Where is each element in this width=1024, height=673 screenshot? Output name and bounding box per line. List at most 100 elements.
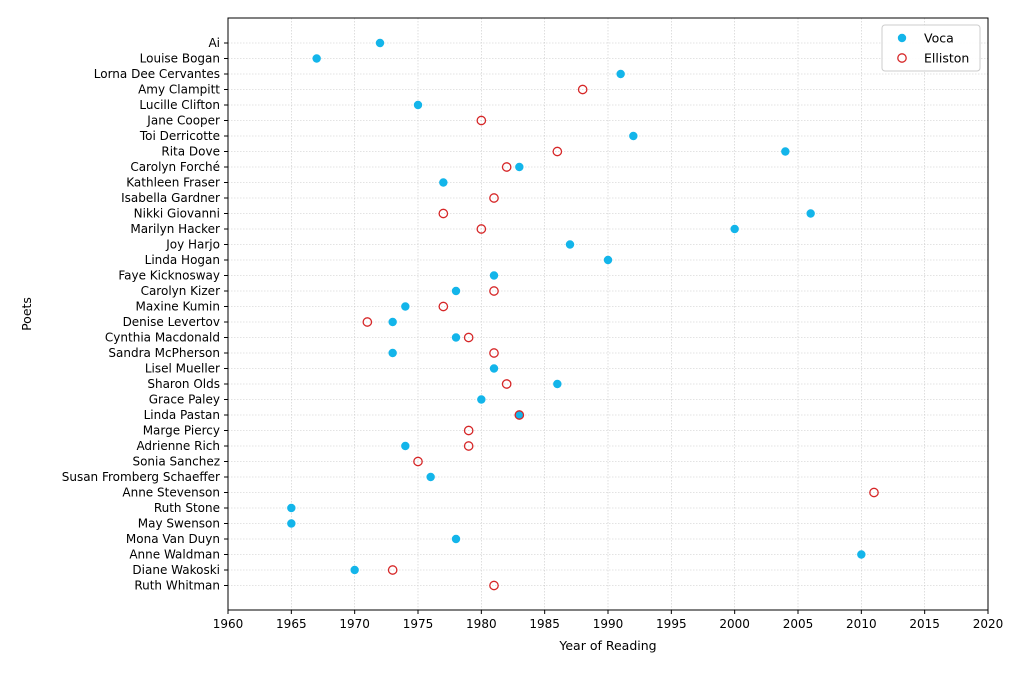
legend: Voca Elliston bbox=[881, 24, 981, 72]
point-elliston bbox=[501, 162, 512, 172]
y-tick-label: May Swenson bbox=[138, 517, 220, 531]
y-tick-label: Maxine Kumin bbox=[136, 300, 220, 314]
point-voca bbox=[515, 410, 524, 420]
x-tick-label: 1980 bbox=[466, 617, 497, 631]
x-tick-label: 2020 bbox=[973, 617, 1004, 631]
point-voca bbox=[489, 271, 499, 280]
x-tick-label: 1970 bbox=[339, 617, 370, 631]
point-voca bbox=[806, 209, 815, 218]
x-tick-label: 2005 bbox=[783, 617, 814, 631]
point-elliston bbox=[476, 224, 487, 234]
y-tick-label: Joy Harjo bbox=[165, 238, 220, 252]
y-tick-label: Lisel Mueller bbox=[145, 362, 220, 376]
legend-label-elliston: Elliston bbox=[924, 51, 969, 66]
point-elliston bbox=[438, 208, 449, 219]
legend-marker-elliston bbox=[897, 53, 907, 63]
x-tick-label: 1960 bbox=[213, 617, 244, 631]
y-tick-label: Ruth Stone bbox=[154, 501, 220, 515]
y-tick-label: Lucille Clifton bbox=[139, 98, 220, 112]
y-tick-label: Linda Pastan bbox=[144, 408, 220, 422]
point-voca bbox=[781, 147, 790, 156]
y-tick-label: Susan Fromberg Schaeffer bbox=[62, 470, 220, 484]
point-elliston bbox=[362, 317, 373, 327]
point-elliston bbox=[869, 487, 879, 498]
y-tick-label: Kathleen Fraser bbox=[126, 176, 220, 190]
point-voca bbox=[616, 69, 625, 79]
x-tick-label: 1975 bbox=[403, 617, 434, 631]
point-elliston bbox=[438, 301, 449, 312]
y-tick-label: Toi Derricotte bbox=[139, 129, 220, 143]
point-voca bbox=[477, 395, 486, 404]
y-tick-label: Carolyn Kizer bbox=[141, 284, 220, 298]
data-points bbox=[287, 38, 879, 591]
point-voca bbox=[312, 54, 321, 63]
point-voca bbox=[401, 302, 410, 311]
point-voca bbox=[388, 348, 397, 358]
point-voca bbox=[426, 472, 435, 482]
point-voca bbox=[451, 534, 461, 544]
y-tick-label: Marilyn Hacker bbox=[130, 222, 220, 236]
y-tick-label: Anne Waldman bbox=[129, 548, 220, 562]
point-voca bbox=[489, 364, 499, 373]
point-elliston bbox=[552, 146, 563, 157]
point-elliston bbox=[387, 565, 398, 575]
point-elliston bbox=[489, 193, 499, 203]
point-elliston bbox=[501, 379, 512, 389]
point-voca bbox=[401, 441, 410, 451]
y-tick-label: Jane Cooper bbox=[146, 114, 220, 128]
y-tick-label: Carolyn Forché bbox=[130, 160, 220, 174]
point-voca bbox=[375, 38, 385, 48]
plot-frame bbox=[227, 17, 989, 611]
point-voca bbox=[515, 162, 524, 172]
point-elliston bbox=[463, 425, 474, 436]
y-tick-label: Denise Levertov bbox=[123, 315, 220, 329]
y-tick-label: Nikki Giovanni bbox=[134, 207, 220, 221]
y-tick-label: Adrienne Rich bbox=[136, 439, 220, 453]
point-voca bbox=[439, 178, 448, 187]
point-elliston bbox=[463, 332, 474, 343]
y-tick-label: Mona Van Duyn bbox=[126, 532, 220, 546]
point-elliston bbox=[489, 286, 499, 296]
x-axis-label: Year of Reading bbox=[558, 638, 656, 653]
x-tick-label: 2010 bbox=[846, 617, 877, 631]
point-voca bbox=[388, 317, 397, 327]
y-tick-label: Lorna Dee Cervantes bbox=[94, 67, 220, 81]
x-tick-label: 1990 bbox=[593, 617, 624, 631]
y-tick-label: Sonia Sanchez bbox=[132, 455, 220, 469]
y-tick-label: Rita Dove bbox=[161, 145, 220, 159]
y-tick-label: Louise Bogan bbox=[140, 52, 220, 66]
y-axis-label: Poets bbox=[19, 297, 34, 331]
x-tick-label: 1965 bbox=[276, 617, 307, 631]
point-voca bbox=[287, 503, 296, 513]
y-tick-label: Marge Piercy bbox=[143, 424, 220, 438]
point-voca bbox=[451, 333, 461, 342]
point-voca bbox=[413, 100, 423, 110]
y-tick-label: Diane Wakoski bbox=[132, 563, 220, 577]
y-tick-label: Anne Stevenson bbox=[122, 486, 220, 500]
y-tick-label: Sharon Olds bbox=[147, 377, 220, 391]
point-voca bbox=[451, 286, 461, 296]
grid-lines bbox=[227, 18, 989, 610]
x-tick-label: 2000 bbox=[719, 617, 750, 631]
y-tick-label: Ai bbox=[208, 36, 220, 50]
point-elliston bbox=[489, 580, 499, 591]
point-voca bbox=[603, 255, 613, 265]
y-tick-label: Ruth Whitman bbox=[134, 579, 220, 593]
point-voca bbox=[730, 224, 739, 234]
x-tick-label: 2015 bbox=[909, 617, 940, 631]
point-elliston bbox=[489, 348, 499, 358]
point-voca bbox=[565, 240, 575, 249]
point-elliston bbox=[463, 441, 474, 451]
y-tick-label: Sandra McPherson bbox=[108, 346, 220, 360]
point-voca bbox=[350, 565, 359, 575]
point-elliston bbox=[577, 84, 588, 95]
point-voca bbox=[857, 550, 866, 559]
legend-label-voca: Voca bbox=[924, 31, 954, 46]
point-elliston bbox=[476, 115, 487, 126]
y-tick-label: Linda Hogan bbox=[145, 253, 220, 267]
point-voca bbox=[629, 131, 638, 141]
point-elliston bbox=[514, 410, 525, 420]
y-tick-label: Cynthia Macdonald bbox=[105, 331, 220, 345]
